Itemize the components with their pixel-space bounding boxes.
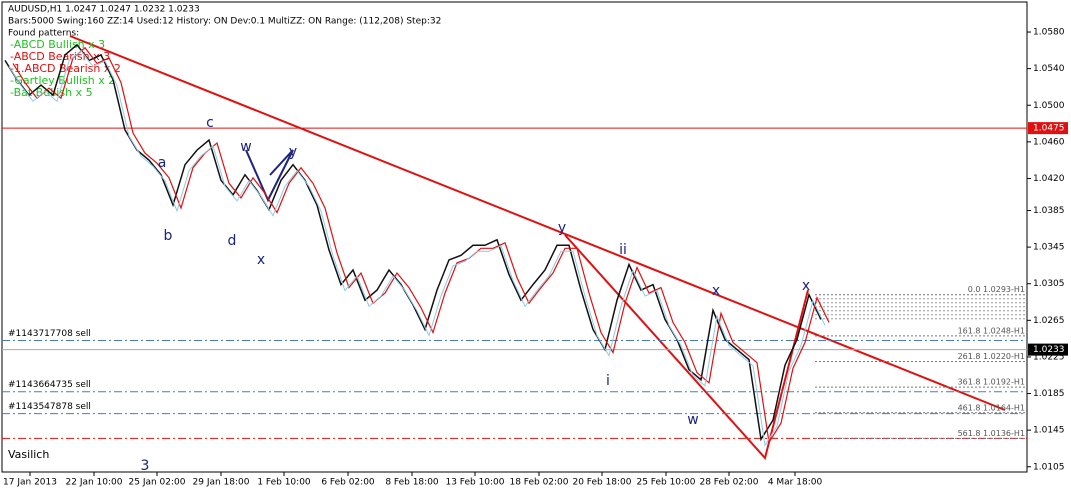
wave-label: ii bbox=[619, 242, 627, 258]
price-label: 1.0540 bbox=[1033, 64, 1065, 74]
wave-label: x bbox=[712, 283, 720, 299]
price-label: 1.0385 bbox=[1033, 206, 1065, 216]
wave-label: b bbox=[164, 228, 173, 244]
fib-label: 161.8 1.0248-H1 bbox=[958, 326, 1025, 335]
price-label: 1.0460 bbox=[1033, 137, 1065, 147]
found: Found patterns: bbox=[8, 29, 79, 39]
order-label: #1143547878 sell bbox=[8, 402, 91, 412]
date-label: 29 Jan 18:00 bbox=[193, 478, 250, 488]
trend-line bbox=[69, 35, 1006, 411]
date-label: 22 Jan 10:00 bbox=[66, 478, 123, 488]
wave-label: 3 bbox=[141, 458, 150, 474]
fib-label: 361.8 1.0192-H1 bbox=[958, 378, 1025, 387]
wave-label: i bbox=[606, 373, 610, 389]
price-label: 1.0500 bbox=[1033, 101, 1065, 111]
date-label: 25 Jan 02:00 bbox=[129, 478, 186, 488]
order-label: #1143664735 sell bbox=[8, 380, 91, 390]
date-label: 28 Feb 02:00 bbox=[699, 478, 758, 488]
price-label: 1.0145 bbox=[1033, 426, 1065, 436]
wave-label: y bbox=[289, 144, 297, 160]
level-label: 1.0475 bbox=[1033, 124, 1065, 134]
order-label: #1143717708 sell bbox=[8, 329, 91, 339]
price-label: 1.0420 bbox=[1033, 174, 1065, 184]
fib-label: 261.8 1.0220-H1 bbox=[958, 352, 1025, 361]
info: Bars:5000 Swing:160 ZZ:14 Used:12 Histor… bbox=[8, 17, 441, 27]
chart-frame bbox=[1, 1, 1028, 473]
date-label: 18 Feb 02:00 bbox=[509, 478, 568, 488]
price-label: 1.0105 bbox=[1033, 462, 1065, 472]
pattern: -ABCD Bearish x 3 bbox=[10, 50, 110, 63]
wave-label: x bbox=[802, 278, 810, 294]
ma-line bbox=[8, 50, 826, 447]
wave-label: c bbox=[206, 115, 214, 131]
ma-line bbox=[12, 46, 830, 444]
pattern: -Gartley Bullish x 2 bbox=[10, 74, 115, 87]
date-label: 25 Feb 10:00 bbox=[636, 478, 695, 488]
date-label: 4 Mar 18:00 bbox=[768, 478, 823, 488]
fib-label: 561.8 1.0136-H1 bbox=[958, 429, 1025, 438]
price-label: 1.0265 bbox=[1033, 316, 1065, 326]
fib-label: 461.8 1.0164-H1 bbox=[958, 403, 1025, 412]
price-label: 1.0185 bbox=[1033, 389, 1065, 399]
pattern: -ABCD Bullish x 3 bbox=[10, 38, 105, 51]
wave-label: w bbox=[687, 412, 698, 428]
date-label: 1 Feb 10:00 bbox=[257, 478, 311, 488]
symbol: AUDUSD,H1 1.0247 1.0247 1.0232 1.0233 bbox=[8, 5, 200, 15]
price-label: 1.0225 bbox=[1033, 352, 1065, 362]
pattern: -1.ABCD Bearish x 2 bbox=[10, 62, 121, 75]
wave-label: x bbox=[257, 252, 265, 268]
date-label: 20 Feb 18:00 bbox=[572, 478, 631, 488]
level-box bbox=[1028, 122, 1068, 135]
date-label: 17 Jan 2013 bbox=[3, 478, 57, 488]
date-label: 13 Feb 10:00 bbox=[445, 478, 504, 488]
wave-label: y bbox=[558, 220, 566, 236]
price-label: 1.0305 bbox=[1033, 279, 1065, 289]
current-label: 1.0233 bbox=[1033, 345, 1065, 355]
date-label: 6 Feb 02:00 bbox=[321, 478, 375, 488]
price-label: 1.0345 bbox=[1033, 243, 1065, 253]
date-label: 8 Feb 18:00 bbox=[385, 478, 439, 488]
pattern-line bbox=[245, 149, 294, 203]
wave-label: a bbox=[158, 155, 167, 171]
wave-label: d bbox=[228, 233, 237, 249]
author: Vasilich bbox=[8, 448, 49, 461]
wave-label: w bbox=[240, 139, 251, 155]
fib-label: 0.0 1.0293-H1 bbox=[968, 285, 1025, 294]
current-box bbox=[1028, 343, 1068, 356]
price-label: 1.0580 bbox=[1033, 28, 1065, 38]
